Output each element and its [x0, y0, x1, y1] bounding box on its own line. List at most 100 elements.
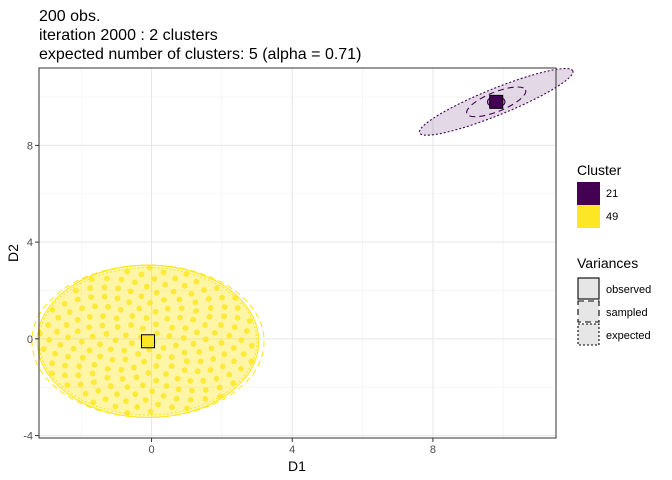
- plot-panel: [39, 68, 556, 438]
- data-point: [122, 356, 129, 363]
- data-point: [184, 358, 190, 365]
- data-points: [36, 98, 503, 416]
- data-point: [202, 396, 209, 402]
- data-point: [230, 380, 237, 386]
- data-point: [52, 350, 58, 357]
- data-point: [181, 282, 188, 289]
- legend-variance-label: observed: [606, 284, 651, 296]
- data-point: [36, 330, 43, 337]
- data-point: [187, 377, 194, 384]
- data-point: [170, 288, 177, 295]
- data-point: [138, 271, 145, 278]
- data-point: [122, 332, 129, 339]
- data-point: [248, 358, 255, 365]
- legend-variance-label: expected: [606, 330, 651, 342]
- data-point: [164, 315, 171, 322]
- data-point: [231, 324, 238, 331]
- data-point: [202, 336, 209, 343]
- data-point: [49, 370, 55, 377]
- data-point: [243, 328, 250, 334]
- data-point: [169, 404, 175, 411]
- x-tick-label: 8: [430, 444, 436, 456]
- x-tick-label: 4: [289, 444, 295, 456]
- data-point: [112, 403, 119, 410]
- data-point: [211, 329, 218, 336]
- data-point: [100, 313, 106, 320]
- data-point: [160, 296, 167, 303]
- data-point: [135, 351, 142, 357]
- data-point: [61, 300, 68, 307]
- data-point: [147, 408, 154, 415]
- data-point: [181, 367, 188, 374]
- data-point: [141, 358, 147, 365]
- data-point: [124, 268, 130, 275]
- x-tick-label: 0: [148, 444, 154, 456]
- data-point: [127, 288, 134, 295]
- data-point: [78, 338, 85, 345]
- data-point: [74, 328, 81, 335]
- data-point: [86, 347, 93, 354]
- data-point: [97, 353, 104, 360]
- data-point: [57, 341, 64, 348]
- data-point: [79, 354, 86, 361]
- data-point: [151, 275, 158, 282]
- data-point: [177, 314, 183, 321]
- data-point: [238, 337, 245, 343]
- data-point: [187, 396, 194, 403]
- legend-variances-title: Variances: [577, 255, 638, 271]
- data-point: [72, 287, 79, 294]
- data-point: [180, 335, 187, 341]
- data-point: [175, 386, 182, 393]
- data-point: [66, 309, 73, 315]
- data-point: [155, 353, 162, 360]
- data-point: [205, 295, 212, 302]
- data-point: [168, 354, 175, 361]
- legend-cluster-key: [577, 205, 600, 228]
- y-tick-label: 8: [27, 140, 33, 152]
- chart-title-line-2: iteration 2000 : 2 clusters: [39, 27, 218, 44]
- legend-cluster-label: 49: [606, 211, 618, 223]
- data-point: [88, 294, 95, 301]
- data-point: [99, 322, 106, 329]
- data-point: [218, 339, 225, 346]
- data-point: [128, 340, 135, 347]
- data-point: [240, 351, 247, 358]
- chart-title-line-3: expected number of clusters: 5 (alpha = …: [39, 46, 362, 63]
- data-point: [118, 276, 125, 283]
- data-point: [183, 271, 190, 277]
- data-point: [178, 305, 185, 312]
- data-point: [63, 322, 70, 328]
- data-point: [91, 361, 98, 368]
- data-point: [121, 347, 128, 354]
- data-point: [70, 345, 77, 352]
- data-point: [221, 351, 228, 358]
- data-point: [197, 358, 204, 365]
- x-axis-title: D1: [288, 458, 306, 474]
- data-point: [193, 278, 200, 285]
- data-point: [226, 332, 233, 339]
- data-point: [74, 317, 81, 323]
- data-point: [119, 376, 126, 382]
- data-point: [234, 305, 241, 311]
- data-point: [132, 391, 139, 398]
- data-point: [115, 285, 121, 292]
- data-point: [90, 399, 97, 406]
- data-point: [124, 384, 131, 391]
- data-point: [109, 356, 116, 363]
- data-point: [194, 368, 201, 375]
- data-point: [210, 355, 217, 362]
- data-point: [88, 276, 95, 283]
- data-point: [234, 314, 241, 321]
- data-point: [206, 313, 213, 320]
- data-point: [74, 296, 81, 303]
- data-point: [155, 401, 161, 408]
- data-point: [174, 375, 181, 382]
- y-axis-title: D2: [5, 244, 21, 262]
- data-point: [75, 372, 82, 379]
- data-point: [101, 284, 108, 291]
- data-point: [76, 363, 82, 370]
- data-point: [40, 346, 47, 353]
- data-point: [79, 305, 86, 312]
- legend-cluster: Cluster 21 49: [577, 162, 622, 228]
